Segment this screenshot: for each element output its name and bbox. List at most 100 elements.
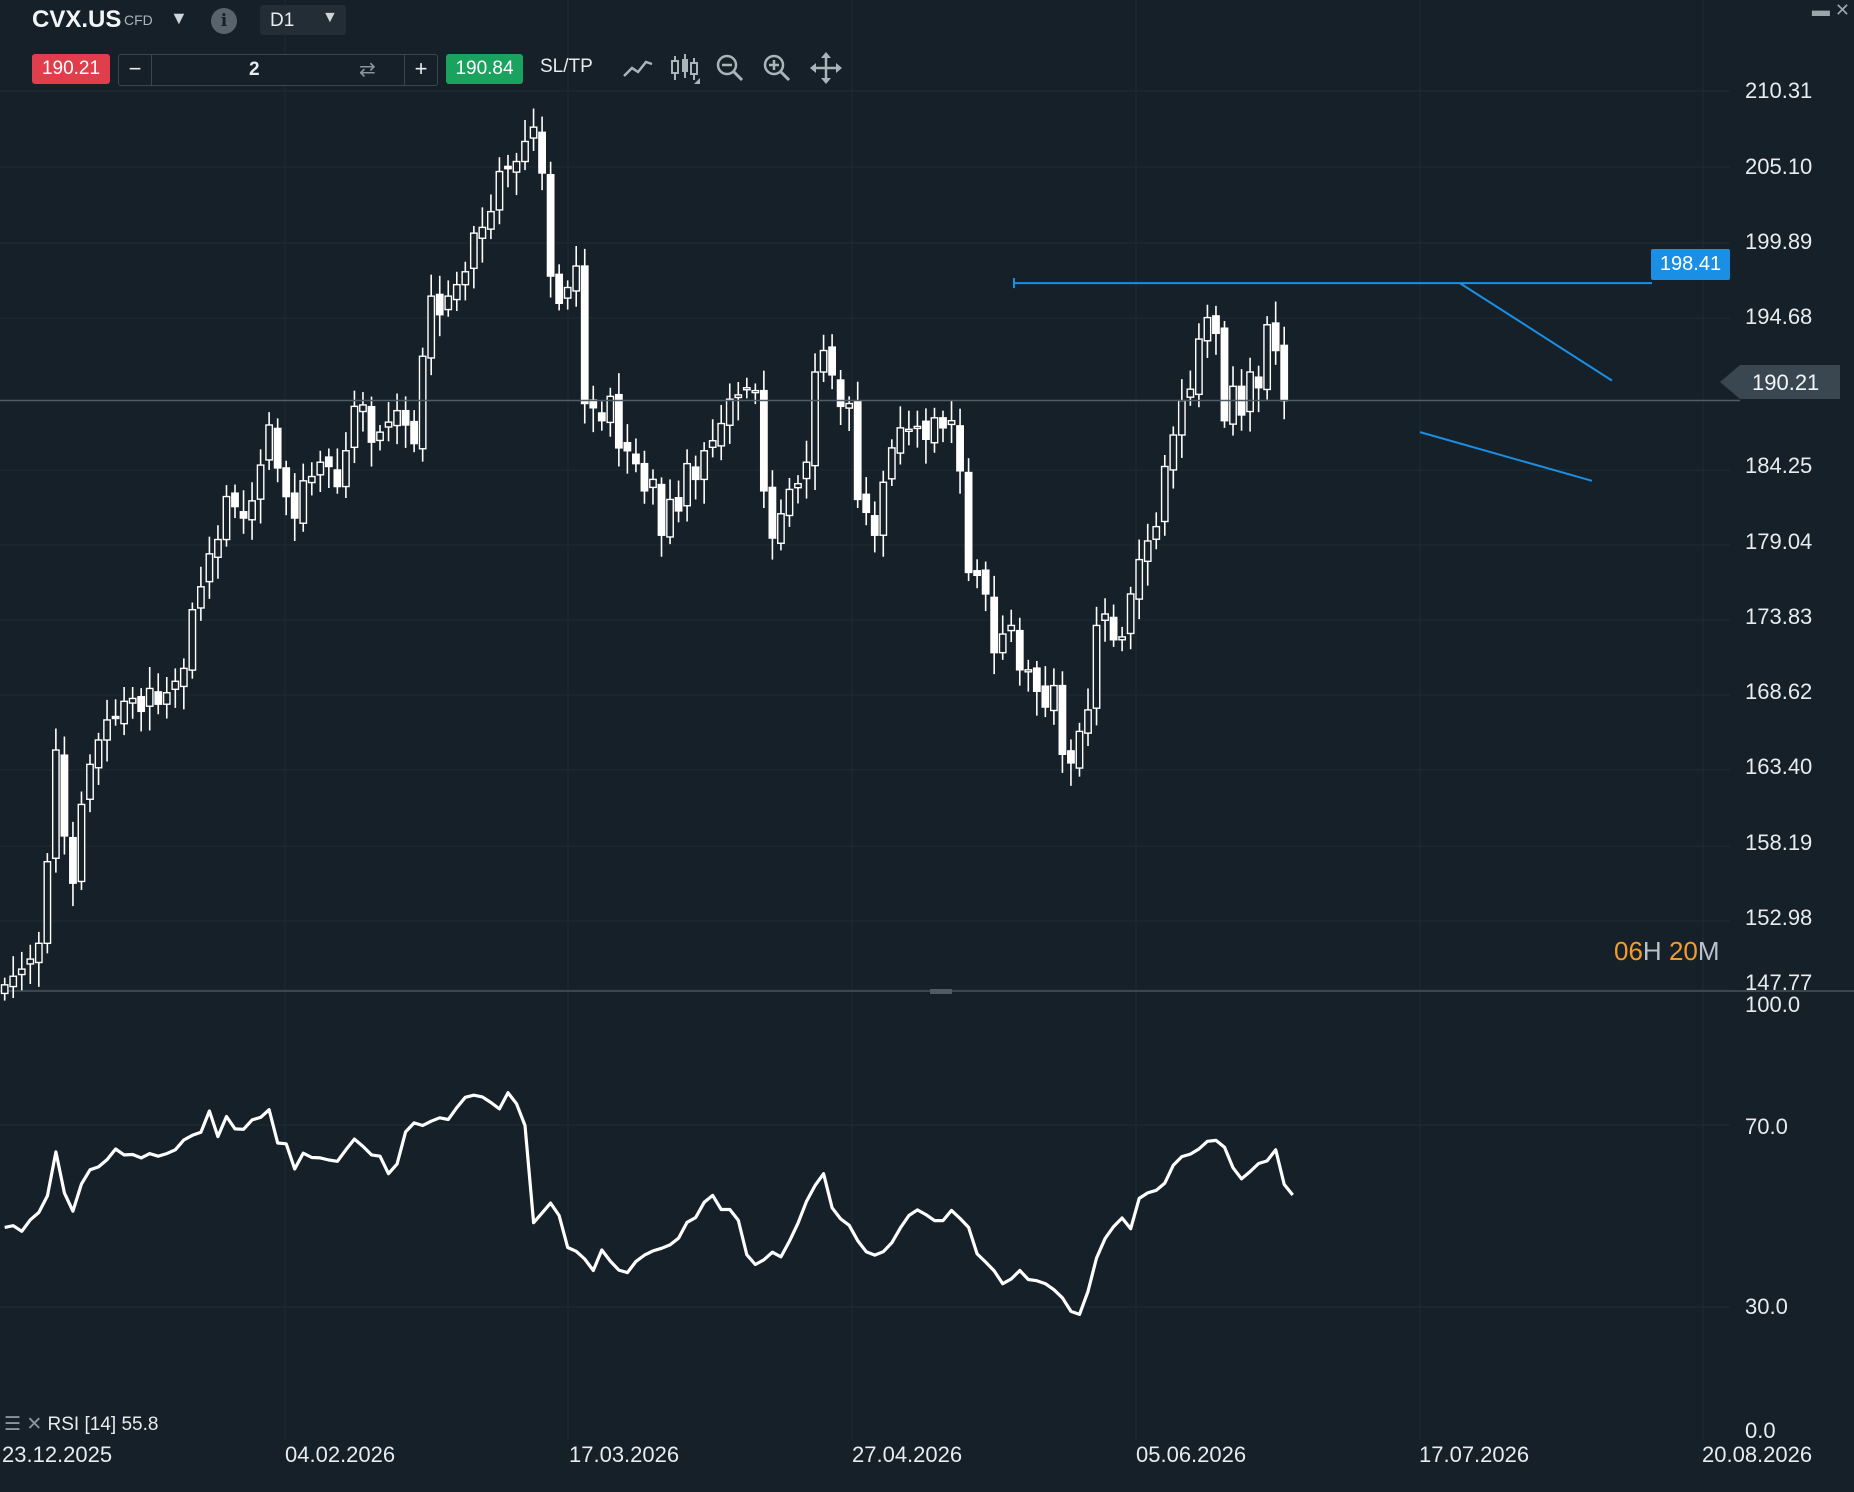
candle-body (427, 295, 436, 359)
candle-body (418, 355, 427, 450)
timeframe-value: D1 (270, 10, 295, 31)
candle-body (60, 754, 69, 837)
sell-button[interactable]: 190.21 (32, 54, 110, 84)
candlestick-icon[interactable] (666, 50, 702, 86)
rsi-tick: 100.0 (1745, 992, 1801, 1017)
candle-body (282, 467, 291, 498)
candle-body (17, 968, 26, 976)
candle-body (1263, 324, 1272, 391)
candle-body (904, 428, 913, 432)
rsi-tick: 70.0 (1745, 1114, 1788, 1139)
panel-resize-handle (930, 989, 952, 994)
candle-body (981, 569, 990, 595)
candle-body (120, 700, 129, 725)
candle-body (896, 427, 905, 454)
timeframe-select[interactable]: D1 ▼ (260, 5, 346, 35)
candle-body (1109, 616, 1118, 641)
horizontal-line-price-tag[interactable]: 198.41 (1651, 249, 1730, 280)
candle-body (1126, 593, 1135, 635)
candle-body (512, 160, 521, 173)
candle-body (1058, 684, 1067, 756)
candle-body (683, 462, 692, 507)
date-tick: 27.04.2026 (852, 1442, 963, 1467)
candle-body (597, 412, 606, 422)
date-tick: 20.08.2026 (1702, 1442, 1813, 1467)
rsi-legend[interactable]: ☰ ✕ RSI [14] 55.8 (4, 1413, 158, 1436)
chart-toolbar: CVX.US CFD ▼ i D1 ▼ 190.21 − 2 ⇄ + 190.8… (0, 0, 900, 90)
candle-body (9, 975, 18, 988)
candle-body (359, 404, 367, 413)
candle-body (580, 265, 589, 405)
candle-body (725, 398, 734, 426)
candle-body (316, 461, 325, 476)
candle-body (196, 586, 205, 609)
candle-body (495, 170, 504, 211)
info-icon[interactable]: i (211, 8, 237, 34)
candle-body (529, 126, 538, 139)
candle-body (674, 497, 683, 512)
candle-body (1075, 730, 1084, 769)
candle-body (239, 511, 248, 519)
chevron-down-icon[interactable]: ▼ (170, 8, 188, 28)
symbol-name[interactable]: CVX.US (32, 6, 122, 33)
candle-body (1007, 624, 1016, 632)
volume-stepper[interactable]: − 2 ⇄ + (118, 54, 438, 86)
grid-lines (0, 0, 1854, 1440)
close-icon[interactable]: ✕ (26, 1414, 43, 1435)
increase-volume-button[interactable]: + (404, 55, 437, 85)
line-chart-icon[interactable] (620, 50, 656, 86)
price-tick: 179.04 (1745, 529, 1813, 554)
candle-body (828, 346, 837, 376)
current-price-label: 190.21 (1752, 370, 1820, 395)
candle-body (307, 475, 316, 484)
candle-body (1169, 434, 1178, 471)
candle-body (137, 696, 146, 713)
candle-body (1212, 315, 1220, 335)
candle-body (162, 692, 171, 705)
candle-body (700, 450, 709, 481)
minimize-icon[interactable]: ▬ (1811, 0, 1830, 20)
current-price-tag: 190.21 (1720, 365, 1840, 399)
candle-body (1220, 327, 1229, 422)
candle-body (487, 210, 495, 230)
candle-body (1160, 465, 1169, 523)
buy-button[interactable]: 190.84 (446, 54, 523, 84)
sltp-button[interactable]: SL/TP (540, 56, 593, 77)
candle-body (649, 478, 657, 489)
candle-body (1254, 376, 1263, 389)
zoom-out-icon[interactable] (712, 50, 748, 86)
candle-body (845, 402, 854, 409)
volume-input[interactable]: 2 (249, 59, 260, 80)
candle-body (956, 425, 964, 472)
candle-body (990, 596, 999, 654)
candle-body (504, 165, 512, 170)
candle-body (1024, 669, 1033, 673)
window-controls: ▬ ✕ (1812, 0, 1850, 21)
settings-list-icon[interactable]: ☰ (4, 1414, 22, 1435)
candle-body (947, 419, 956, 426)
price-tick: 184.25 (1745, 453, 1813, 478)
candle-body (393, 409, 401, 427)
chart-annotations (0, 278, 1740, 482)
candle-body (350, 405, 359, 449)
candle-body (384, 421, 393, 428)
decrease-volume-button[interactable]: − (119, 55, 152, 85)
price-tick: 210.31 (1745, 78, 1813, 103)
candle-body (128, 697, 137, 704)
candle-body (538, 131, 546, 174)
zoom-in-icon[interactable] (759, 50, 795, 86)
date-tick: 17.03.2026 (569, 1442, 680, 1467)
candle-body (1049, 684, 1058, 712)
candle-body (188, 608, 197, 671)
price-tick: 199.89 (1745, 229, 1813, 254)
candle-body (657, 483, 666, 536)
candle-body (606, 395, 615, 424)
move-icon[interactable] (808, 50, 844, 86)
candle-body (998, 633, 1007, 654)
candle-body (717, 422, 726, 447)
swap-units-icon[interactable]: ⇄ (359, 59, 376, 81)
candle-body (171, 680, 180, 691)
close-icon[interactable]: ✕ (1834, 0, 1850, 20)
candle-body (794, 482, 802, 489)
